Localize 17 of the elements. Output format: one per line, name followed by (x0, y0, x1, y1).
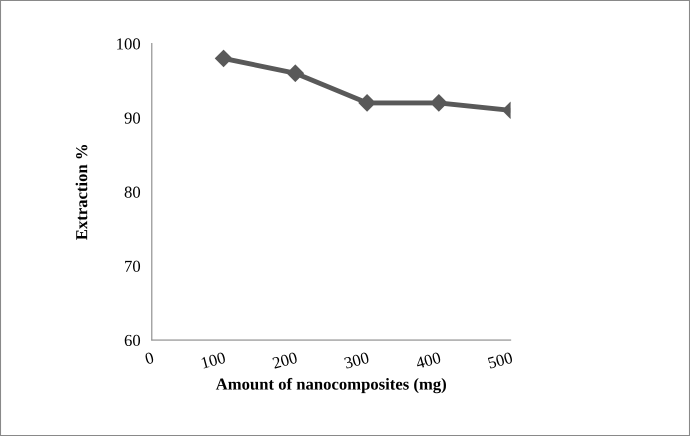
x-tick-label: 400 (415, 352, 442, 369)
point (286, 64, 304, 82)
point (430, 94, 448, 112)
y-axis-title: Extraction % (76, 145, 88, 240)
y-tick-label: 60 (124, 334, 140, 346)
point (215, 50, 232, 67)
x-tick-label: 500 (488, 352, 514, 369)
y-tick-label: 100 (117, 38, 140, 50)
point (358, 94, 376, 112)
y-tick-label: 90 (124, 112, 140, 124)
x-tick-label: 200 (272, 352, 298, 369)
x-tick-label: 0 (144, 352, 154, 365)
y-tick-label: 80 (124, 186, 140, 198)
x-tick-label: 300 (344, 352, 370, 369)
x-axis-title: Amount of nanocomposites (mg) (216, 378, 446, 394)
y-tick-label: 70 (125, 260, 140, 272)
x-tick-label: 100 (200, 352, 226, 369)
